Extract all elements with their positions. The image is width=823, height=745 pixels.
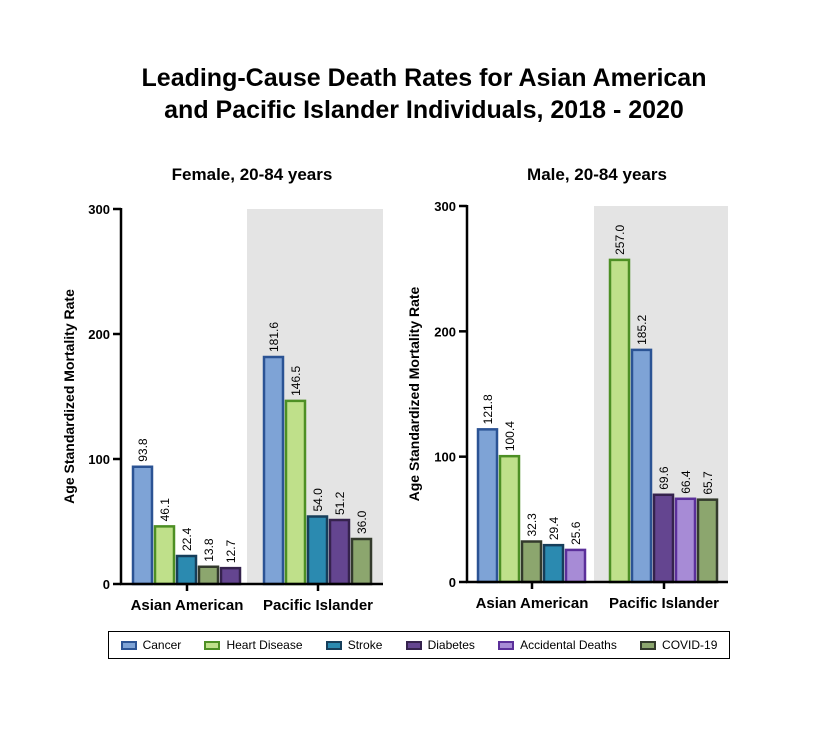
data-label: 121.8 (481, 394, 495, 424)
data-label: 257.0 (613, 225, 627, 255)
bar-stroke (306, 515, 329, 586)
data-label: 65.7 (701, 471, 715, 495)
x-tick-label: Asian American (476, 595, 589, 612)
data-label: 32.3 (525, 513, 539, 537)
data-label: 185.2 (635, 315, 649, 345)
legend-label: Accidental Deaths (520, 638, 617, 652)
y-tick-label: 200 (434, 324, 456, 339)
y-tick-label: 0 (449, 575, 456, 590)
data-label: 13.8 (202, 538, 216, 562)
legend-item: Accidental Deaths (498, 638, 617, 652)
bar-stroke (542, 543, 565, 584)
legend-label: Heart Disease (226, 638, 303, 652)
legend-item: Cancer (120, 638, 182, 652)
y-tick-label: 300 (434, 199, 456, 214)
bar-diabetes (219, 566, 242, 586)
y-tick-label: 200 (88, 327, 110, 342)
y-axis-label: Age Standardized Mortality Rate (406, 286, 422, 501)
bar-cancer (262, 355, 285, 586)
legend-swatch (120, 640, 137, 650)
data-label: 29.4 (547, 516, 561, 540)
panel-title: Female, 20-84 years (172, 165, 333, 184)
bar-covid-19 (350, 537, 373, 586)
legend-label: Stroke (347, 638, 383, 652)
bar-stroke (175, 554, 198, 586)
bar-cancer (630, 348, 653, 584)
legend-swatch (405, 640, 422, 650)
legend-label: Diabetes (427, 638, 475, 652)
legend-label: Cancer (142, 638, 182, 652)
y-tick-label: 100 (88, 452, 110, 467)
legend-swatch (640, 640, 657, 650)
data-label: 12.7 (224, 539, 238, 563)
bar-accidental-deaths (564, 548, 587, 584)
data-label: 25.6 (569, 521, 583, 545)
legend-label: COVID-19 (662, 638, 718, 652)
y-tick-label: 300 (88, 202, 110, 217)
bar-accidental-deaths (674, 497, 697, 584)
legend-swatch (498, 640, 515, 650)
bar-heart-disease (498, 454, 521, 584)
chart-title: Leading-Cause Death Rates for Asian Amer… (0, 62, 823, 126)
bar-diabetes (652, 493, 675, 584)
y-tick-label: 0 (103, 577, 110, 592)
data-label: 46.1 (158, 498, 172, 522)
bar-heart-disease (153, 525, 176, 586)
title-line-1: Leading-Cause Death Rates for Asian Amer… (141, 64, 707, 92)
x-tick-label: Asian American (131, 597, 244, 614)
legend-swatch (204, 640, 221, 650)
y-axis-label: Age Standardized Mortality Rate (61, 289, 77, 504)
data-label: 54.0 (311, 488, 325, 512)
x-tick-label: Pacific Islander (263, 597, 373, 614)
data-label: 100.4 (503, 421, 517, 451)
data-label: 66.4 (679, 470, 693, 494)
bar-heart-disease (608, 258, 631, 584)
bar-covid-19 (696, 498, 719, 584)
x-tick-label: Pacific Islander (609, 595, 719, 612)
legend-item: Stroke (325, 638, 383, 652)
data-label: 36.0 (355, 510, 369, 534)
legend: Cancer Heart Disease Stroke Diabetes Acciden… (108, 631, 730, 659)
bar-diabetes (328, 518, 351, 586)
legend-item: Heart Disease (204, 638, 303, 652)
legend-swatch (325, 640, 342, 650)
bar-covid-19 (520, 540, 543, 584)
data-label: 22.4 (180, 527, 194, 551)
data-label: 146.5 (289, 366, 303, 396)
bar-covid-19 (197, 565, 220, 586)
data-label: 51.2 (333, 491, 347, 515)
legend-item: COVID-19 (640, 638, 717, 652)
bar-cancer (476, 428, 499, 584)
bar-heart-disease (284, 399, 307, 586)
legend-item: Diabetes (405, 638, 475, 652)
y-tick-label: 100 (434, 450, 456, 465)
panel-title: Male, 20-84 years (527, 165, 667, 184)
title-line-2: and Pacific Islander Individuals, 2018 -… (164, 96, 684, 124)
data-label: 181.6 (267, 322, 281, 352)
data-label: 69.6 (657, 466, 671, 490)
bar-cancer (131, 465, 154, 586)
data-label: 93.8 (136, 438, 150, 462)
